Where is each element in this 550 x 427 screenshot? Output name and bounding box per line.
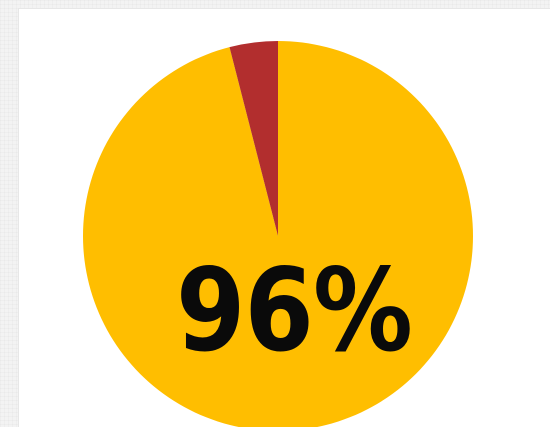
pie-slice-main: [83, 41, 473, 427]
percentage-label: 96%: [176, 244, 412, 377]
pie-slice-remainder: [229, 41, 278, 236]
pie-slices: [83, 41, 473, 427]
